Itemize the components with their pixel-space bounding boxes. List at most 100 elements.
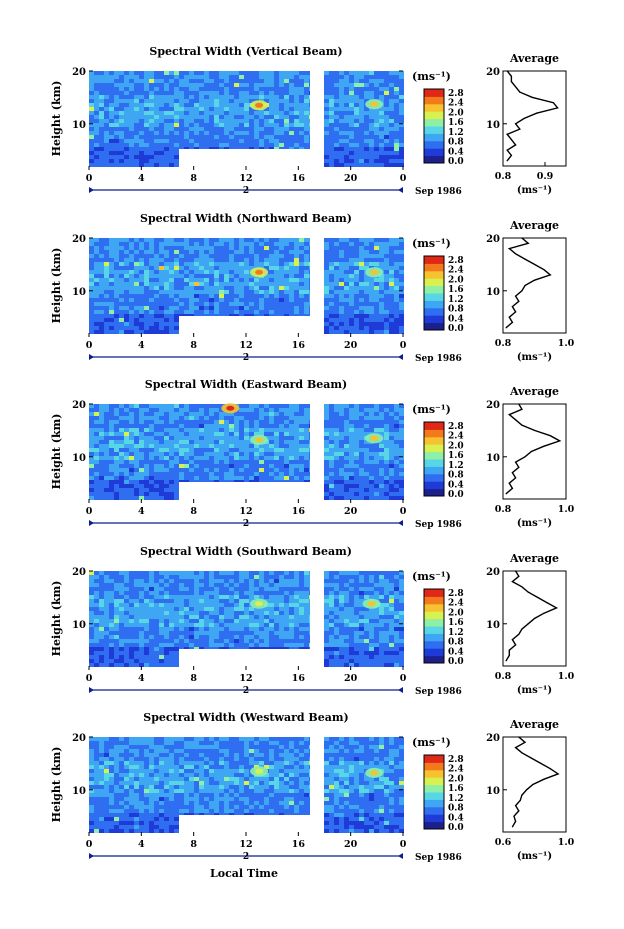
heatmap-cell [354,99,359,103]
heatmap-cell [104,326,109,330]
heatmap-cell [99,250,104,254]
heatmap-cell [119,71,124,75]
heatmap-cell [354,266,359,270]
heatmap-cell [99,79,104,83]
heatmap-cell [149,440,154,444]
heatmap-cell [214,282,219,286]
heatmap-cell [119,424,124,428]
heatmap-cell [214,254,219,258]
heatmap-cell [184,278,189,282]
heatmap-cell [389,472,394,476]
heatmap-cell [209,135,214,139]
heatmap-cell [349,428,354,432]
heatmap-cell [334,484,339,488]
heatmap-cell [329,99,334,103]
heatmap-cell [194,476,199,480]
heatmap-cell [379,440,384,444]
heatmap-cell [249,107,254,111]
heatmap-cell [144,302,149,306]
heatmap-cell [344,266,349,270]
heatmap-cell [334,111,339,115]
heatmap-cell [139,258,144,262]
heatmap-cell [149,575,154,579]
heatmap-cell [234,111,239,115]
heatmap-cell [299,111,304,115]
heatmap-cell [174,428,179,432]
heatmap-cell [209,119,214,123]
heatmap-cell [219,432,224,436]
heatmap-cell [259,135,264,139]
heatmap-cell [189,139,194,143]
heatmap-cell [294,290,299,294]
heatmap-cell [334,404,339,408]
heatmap-cell [104,274,109,278]
heatmap-cell [339,286,344,290]
day-label: 2 [243,186,249,196]
heatmap-cell [129,155,134,159]
heatmap-cell [119,75,124,79]
heatmap-cell [389,135,394,139]
heatmap-cell [279,294,284,298]
heatmap-cell [99,318,104,322]
heatmap-cell [89,254,94,258]
heatmap-cell [204,579,209,583]
heatmap-cell [199,472,204,476]
heatmap-cell [234,143,239,147]
heatmap-cell [349,575,354,579]
heatmap-cell [299,428,304,432]
heatmap-cell [99,330,104,334]
heatmap-cell [344,91,349,95]
heatmap-cell [139,330,144,334]
heatmap-cell [349,468,354,472]
heatmap-cell [114,135,119,139]
heatmap-cell [339,79,344,83]
heatmap-cell [244,246,249,250]
heatmap-cell [359,143,364,147]
heatmap-cell [299,250,304,254]
heatmap-cell [284,468,289,472]
heatmap-cell [114,282,119,286]
heatmap-cell [299,79,304,83]
heatmap-cell [139,87,144,91]
heatmap-cell [249,254,254,258]
heatmap-cell [354,87,359,91]
heatmap-cell [374,408,379,412]
heatmap-cell [159,575,164,579]
heatmap-cell [114,274,119,278]
heatmap-cell [344,436,349,440]
heatmap-cell [179,262,184,266]
heatmap-cell [369,452,374,456]
heatmap-cell [169,135,174,139]
heatmap-cell [144,286,149,290]
heatmap-cell [399,468,404,472]
heatmap-cell [224,258,229,262]
heatmap-cell [179,472,184,476]
heatmap-cell [224,91,229,95]
heatmap-cell [194,139,199,143]
heatmap-cell [129,484,134,488]
heatmap-cell [104,480,109,484]
heatmap-cell [259,444,264,448]
heatmap-cell [304,286,309,290]
heatmap-cell [399,436,404,440]
heatmap-cell [269,432,274,436]
heatmap-cell [109,238,114,242]
heatmap-cell [254,290,259,294]
heatmap-cell [209,278,214,282]
heatmap-cell [194,99,199,103]
heatmap-cell [144,408,149,412]
colorbar-tick-label: 1.2 [448,295,464,305]
heatmap-cell [274,290,279,294]
heatmap-cell [94,163,99,167]
heatmap-cell [104,420,109,424]
heatmap-cell [119,468,124,472]
heatmap-cell [374,460,379,464]
heatmap-cell [359,571,364,575]
heatmap-cell [159,444,164,448]
heatmap-cell [304,278,309,282]
heatmap-cell [169,139,174,143]
heatmap-cell [94,131,99,135]
heatmap-cell [214,115,219,119]
heatmap-cell [194,103,199,107]
heatmap-cell [154,147,159,151]
